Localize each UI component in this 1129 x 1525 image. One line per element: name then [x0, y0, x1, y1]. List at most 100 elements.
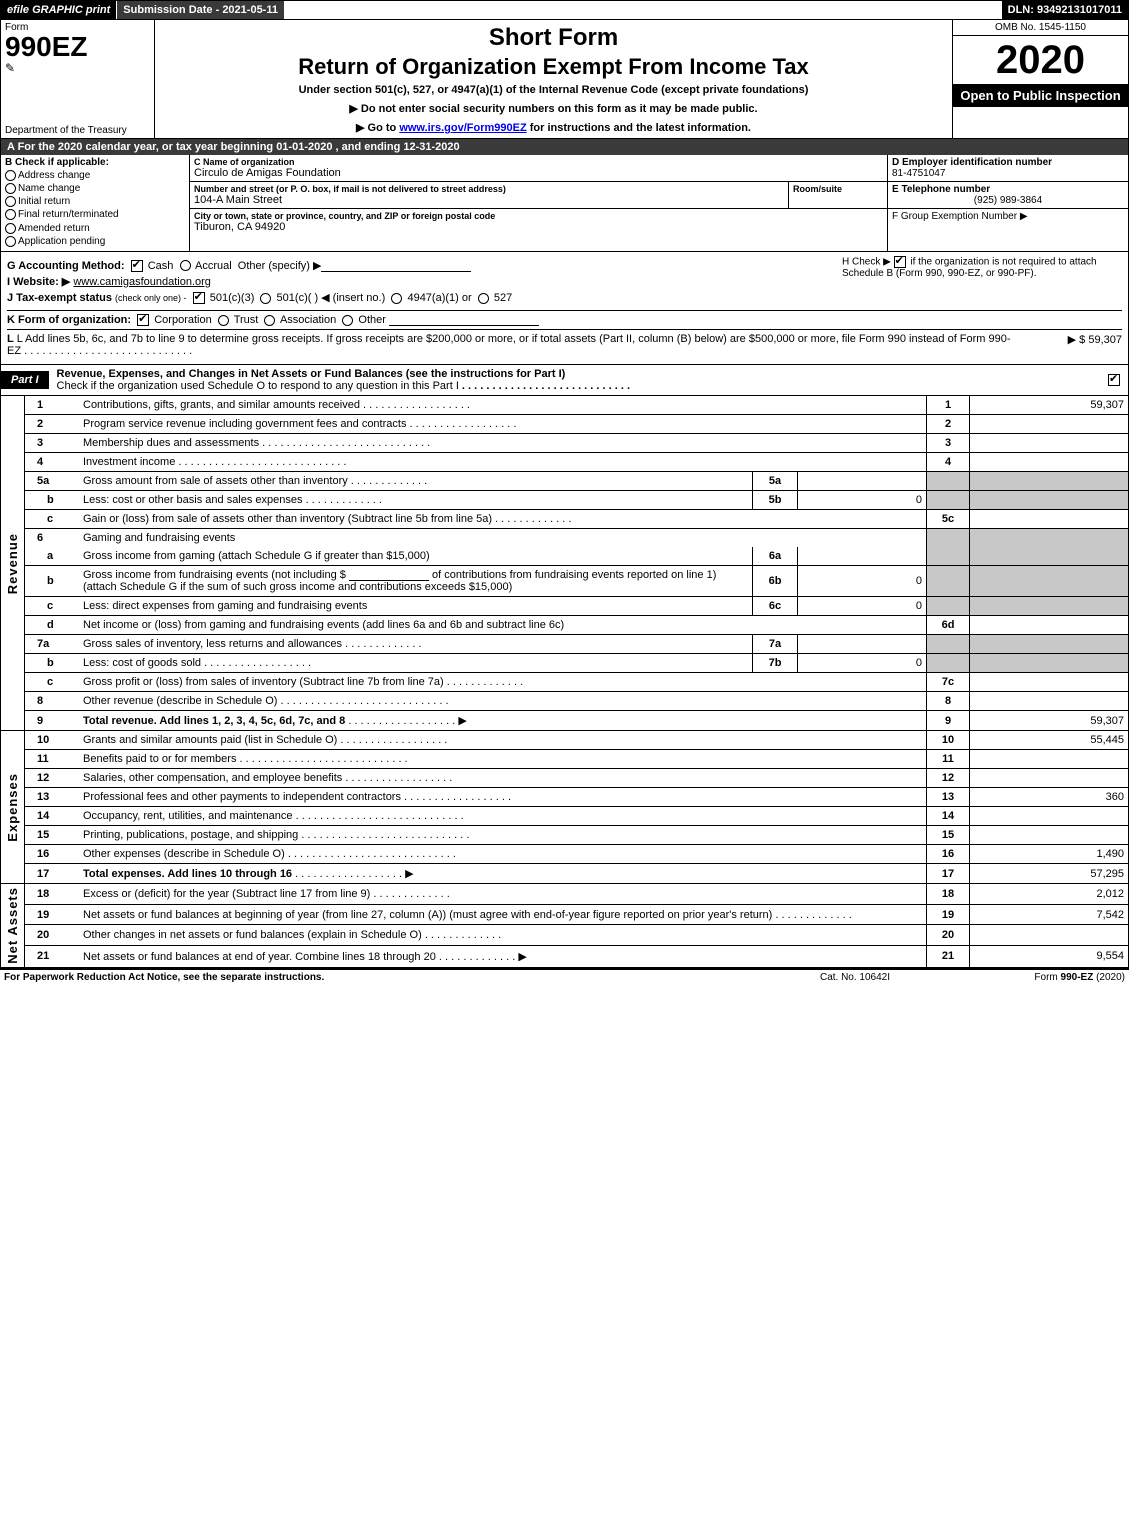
netassets-side-label: Net Assets — [5, 887, 20, 964]
website-value[interactable]: www.camigasfoundation.org — [73, 276, 211, 288]
line-4-num: 4 — [25, 453, 80, 472]
line-6b-num: b — [25, 566, 80, 597]
line-6a-num: a — [25, 547, 80, 566]
j-501c-radio[interactable] — [260, 293, 271, 304]
line-17-num: 17 — [25, 864, 80, 884]
line-7b-num: b — [25, 654, 80, 673]
line-6d-num: d — [25, 616, 80, 635]
line-12-box: 12 — [927, 769, 970, 788]
form-number: 990EZ — [5, 33, 150, 61]
line-5b-desc: Less: cost or other basis and sales expe… — [83, 494, 303, 506]
line-6c-num: c — [25, 597, 80, 616]
line-10-box: 10 — [927, 731, 970, 750]
chk-final-return-label: Final return/terminated — [18, 210, 119, 221]
line-6d-desc: Net income or (loss) from gaming and fun… — [83, 619, 564, 631]
form-title-block: Short Form Return of Organization Exempt… — [155, 20, 953, 138]
footer-right: Form 990-EZ (2020) — [945, 972, 1125, 983]
line-16-desc: Other expenses (describe in Schedule O) — [83, 848, 285, 860]
line-2-amount — [970, 415, 1129, 434]
part1-header: Part I Revenue, Expenses, and Changes in… — [0, 365, 1129, 396]
line-6a-greybox — [927, 547, 970, 566]
line-7b-greybox — [927, 654, 970, 673]
footer-right-bold: 990-EZ — [1061, 972, 1094, 983]
line-8-desc: Other revenue (describe in Schedule O) — [83, 695, 277, 707]
line-11-desc: Benefits paid to or for members — [83, 753, 236, 765]
chk-initial-return-label: Initial return — [18, 196, 70, 207]
line-12-amount — [970, 769, 1129, 788]
footer-right-pre: Form — [1034, 972, 1060, 983]
j-501c3-checkbox[interactable] — [193, 292, 205, 304]
ein-value: 81-4751047 — [892, 168, 1124, 179]
g-other-input[interactable] — [321, 271, 471, 272]
k-trust-radio[interactable] — [218, 315, 229, 326]
line-13-box: 13 — [927, 788, 970, 807]
org-name-label: C Name of organization — [194, 157, 883, 167]
line-13-num: 13 — [25, 788, 80, 807]
line-2-desc: Program service revenue including govern… — [83, 418, 406, 430]
line-3-box: 3 — [927, 434, 970, 453]
line-14-desc: Occupancy, rent, utilities, and maintena… — [83, 810, 293, 822]
section-def: D Employer identification number 81-4751… — [887, 155, 1128, 251]
i-label: I Website: ▶ — [7, 276, 70, 288]
g-accrual-radio[interactable] — [180, 260, 191, 271]
note2-pre: ▶ Go to — [356, 122, 399, 134]
line-11-num: 11 — [25, 750, 80, 769]
chk-application-pending[interactable]: Application pending — [5, 236, 185, 247]
k-corp-checkbox[interactable] — [137, 314, 149, 326]
part1-schedule-o-checkbox[interactable] — [1108, 374, 1120, 386]
expenses-side-label: Expenses — [5, 773, 20, 842]
line-5b-num: b — [25, 491, 80, 510]
line-20-num: 20 — [25, 925, 80, 946]
j-4947-radio[interactable] — [391, 293, 402, 304]
k-corp-label: Corporation — [154, 314, 211, 326]
line-7a-num: 7a — [25, 635, 80, 654]
footer-center: Cat. No. 10642I — [765, 972, 945, 983]
k-trust-label: Trust — [234, 314, 259, 326]
line-15-num: 15 — [25, 826, 80, 845]
part1-tab: Part I — [1, 371, 49, 389]
section-g: G Accounting Method: Cash Accrual Other … — [7, 259, 834, 272]
line-17-amount: 57,295 — [970, 864, 1129, 884]
line-5b-sval: 0 — [798, 491, 927, 510]
chk-final-return[interactable]: Final return/terminated — [5, 209, 185, 220]
l-amount: ▶ $ 59,307 — [1022, 333, 1122, 357]
line-4-amount — [970, 453, 1129, 472]
chk-name-change[interactable]: Name change — [5, 183, 185, 194]
line-6c-greyamt — [970, 597, 1129, 616]
chk-initial-return[interactable]: Initial return — [5, 196, 185, 207]
section-b: B Check if applicable: Address change Na… — [1, 155, 190, 251]
line-1-num: 1 — [25, 396, 80, 415]
line-6c-desc: Less: direct expenses from gaming and fu… — [83, 600, 367, 612]
h-checkbox[interactable] — [894, 256, 906, 268]
line-1-amount: 59,307 — [970, 396, 1129, 415]
k-other-radio[interactable] — [342, 315, 353, 326]
line-7c-box: 7c — [927, 673, 970, 692]
line-17-box: 17 — [927, 864, 970, 884]
chk-address-change[interactable]: Address change — [5, 170, 185, 181]
line-7a-sub: 7a — [753, 635, 798, 654]
instructions-note: ▶ Go to www.irs.gov/Form990EZ for instru… — [163, 121, 944, 134]
ssn-warning: ▶ Do not enter social security numbers o… — [163, 102, 944, 115]
open-public-badge: Open to Public Inspection — [953, 84, 1128, 107]
line-7a-desc: Gross sales of inventory, less returns a… — [83, 638, 342, 650]
line-8-box: 8 — [927, 692, 970, 711]
g-cash-checkbox[interactable] — [131, 260, 143, 272]
chk-application-pending-label: Application pending — [18, 236, 105, 247]
chk-amended-return[interactable]: Amended return — [5, 223, 185, 234]
group-exemption-label: F Group Exemption Number ▶ — [892, 211, 1124, 222]
line-10-desc: Grants and similar amounts paid (list in… — [83, 734, 337, 746]
j-527-radio[interactable] — [478, 293, 489, 304]
line-8-amount — [970, 692, 1129, 711]
submission-date: Submission Date - 2021-05-11 — [116, 1, 285, 19]
k-assoc-radio[interactable] — [264, 315, 275, 326]
chk-amended-return-label: Amended return — [18, 223, 90, 234]
line-5b-greyamt — [970, 491, 1129, 510]
line-6a-greyamt — [970, 547, 1129, 566]
city-value: Tiburon, CA 94920 — [194, 221, 883, 233]
line-7b-sval: 0 — [798, 654, 927, 673]
line-5c-amount — [970, 510, 1129, 529]
ein-label: D Employer identification number — [892, 157, 1124, 168]
irs-link[interactable]: www.irs.gov/Form990EZ — [399, 122, 526, 134]
k-other-input[interactable] — [389, 325, 539, 326]
line-10-amount: 55,445 — [970, 731, 1129, 750]
